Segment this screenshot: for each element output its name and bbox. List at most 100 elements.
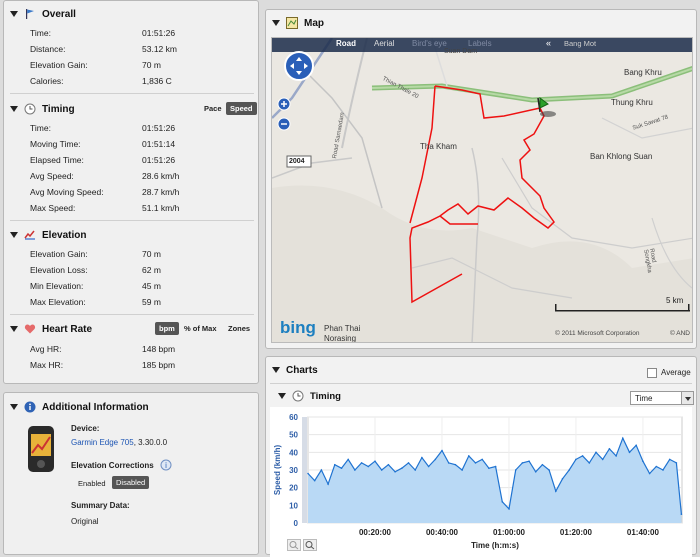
- stat-label: Moving Time:: [30, 139, 81, 149]
- stat-row: Max HR: 185 bpm: [30, 360, 250, 374]
- data-point: [468, 455, 470, 457]
- x-axis-select[interactable]: Time: [630, 391, 694, 405]
- stat-row: Elevation Gain: 70 m: [30, 249, 250, 263]
- help-icon[interactable]: i: [160, 459, 172, 471]
- zoom-in-button[interactable]: [287, 539, 301, 551]
- stat-row: Avg HR: 148 bpm: [30, 344, 250, 358]
- speed-toggle[interactable]: Speed: [226, 102, 257, 115]
- map-view[interactable]: Road Aerial Bird's eye Labels « Suan Dam…: [271, 37, 693, 343]
- data-point: [320, 469, 323, 471]
- charts-header[interactable]: Charts: [272, 361, 318, 379]
- elevation-icon: [24, 230, 35, 240]
- data-point: [581, 455, 584, 457]
- stat-label: Max Speed:: [30, 203, 76, 213]
- stat-value: 01:51:26: [142, 28, 176, 38]
- data-point: [434, 458, 437, 461]
- data-point: [354, 469, 356, 471]
- elevation-corrections-label: Elevation Corrections: [71, 461, 154, 470]
- stat-row: Max Speed: 51.1 km/h: [30, 203, 250, 217]
- enabled-toggle[interactable]: Enabled: [78, 479, 106, 488]
- map-scale: 5 km: [666, 296, 684, 305]
- map-tab-road[interactable]: Road: [336, 39, 356, 48]
- collapse-triangle-icon[interactable]: [272, 20, 280, 26]
- map-canvas[interactable]: [272, 38, 693, 343]
- collapse-triangle-icon[interactable]: [10, 106, 18, 112]
- stat-value: 45 m: [142, 281, 161, 291]
- map-label: Thung Khru: [611, 98, 653, 107]
- y-tick-label: 10: [289, 501, 298, 510]
- x-axis-label: Time (h:m:s): [471, 541, 519, 550]
- map-title: Map: [304, 17, 324, 29]
- zones-toggle[interactable]: Zones: [228, 324, 251, 333]
- zoom-out-button[interactable]: [303, 539, 317, 551]
- overall-header[interactable]: Overall: [10, 5, 76, 23]
- data-point: [555, 490, 557, 492]
- collapse-triangle-icon[interactable]: [278, 393, 286, 399]
- zoom-out-icon: [305, 541, 315, 550]
- map-label: Suan Dam: [444, 48, 478, 55]
- charts-title: Charts: [286, 364, 318, 376]
- data-point: [548, 469, 550, 471]
- flag-icon: [26, 9, 34, 19]
- data-point: [655, 465, 658, 468]
- heart-icon: [24, 324, 36, 334]
- summary-data-value: Original: [71, 517, 99, 526]
- map-header[interactable]: Map: [272, 14, 324, 32]
- pace-toggle[interactable]: Pace: [204, 104, 222, 113]
- disabled-toggle[interactable]: Disabled: [112, 476, 150, 489]
- collapse-triangle-icon[interactable]: [10, 326, 18, 332]
- y-tick-label: 50: [289, 431, 298, 440]
- x-tick-label: 00:40:00: [426, 528, 459, 537]
- speed-chart[interactable]: 0 10 20 30 40 50 60 00:20:00 00:40:00 01:00:00 01:…: [270, 407, 692, 557]
- collapse-triangle-icon[interactable]: [272, 367, 280, 373]
- pct-max-toggle[interactable]: % of Max: [184, 324, 217, 333]
- chevron-down-icon[interactable]: [681, 392, 693, 404]
- timing-chart-header[interactable]: Timing: [278, 387, 341, 405]
- elevation-header[interactable]: Elevation: [10, 226, 86, 244]
- data-point: [394, 471, 396, 473]
- collapse-triangle-icon[interactable]: [10, 404, 18, 410]
- stat-label: Avg HR:: [30, 344, 62, 354]
- data-point: [648, 472, 651, 475]
- additional-header[interactable]: Additional Information: [10, 398, 149, 416]
- map-label: Bang Mot: [564, 39, 597, 48]
- stat-value: 51.1 km/h: [142, 203, 180, 213]
- x-tick-label: 00:20:00: [359, 528, 392, 537]
- additional-info-panel: Additional Information Device: Garmin Ed…: [3, 392, 259, 555]
- timing-header[interactable]: Timing Pace Speed: [10, 100, 257, 118]
- data-point: [588, 462, 591, 464]
- data-point: [461, 469, 463, 471]
- stat-value: 148 bpm: [142, 344, 176, 354]
- x-tick-label: 01:20:00: [560, 528, 593, 537]
- data-point: [307, 472, 309, 475]
- zoom-in-icon: [289, 541, 299, 550]
- data-point: [575, 458, 577, 461]
- collapse-triangle-icon[interactable]: [10, 232, 18, 238]
- timing-chart-title: Timing: [310, 390, 341, 402]
- data-point: [668, 458, 671, 461]
- stat-row: Calories: 1,836 C: [30, 76, 250, 90]
- additional-title: Additional Information: [42, 401, 149, 413]
- divider: [10, 314, 254, 315]
- bpm-toggle[interactable]: bpm: [155, 322, 179, 335]
- map-label: Phan Thai: [324, 324, 361, 333]
- device-label: Device:: [71, 424, 100, 433]
- data-point: [447, 462, 450, 464]
- data-point: [407, 462, 410, 464]
- stat-label: Avg Moving Speed:: [30, 187, 104, 197]
- heart-rate-header[interactable]: Heart Rate bpm % of Max Zones: [10, 320, 256, 338]
- stat-label: Max HR:: [30, 360, 64, 370]
- data-point: [367, 465, 370, 468]
- map-tab-birdseye: Bird's eye: [412, 39, 447, 48]
- map-collapse-button[interactable]: «: [546, 38, 552, 48]
- stat-label: Min Elevation:: [30, 281, 84, 291]
- data-point: [347, 458, 349, 461]
- data-point: [568, 469, 570, 471]
- data-point: [427, 465, 430, 468]
- device-link[interactable]: Garmin Edge 705: [71, 438, 134, 447]
- map-tab-aerial[interactable]: Aerial: [374, 39, 395, 48]
- collapse-triangle-icon[interactable]: [10, 11, 18, 17]
- stat-label: Time:: [30, 123, 51, 133]
- x-axis-select-value: Time: [635, 394, 653, 403]
- average-checkbox[interactable]: [647, 368, 657, 378]
